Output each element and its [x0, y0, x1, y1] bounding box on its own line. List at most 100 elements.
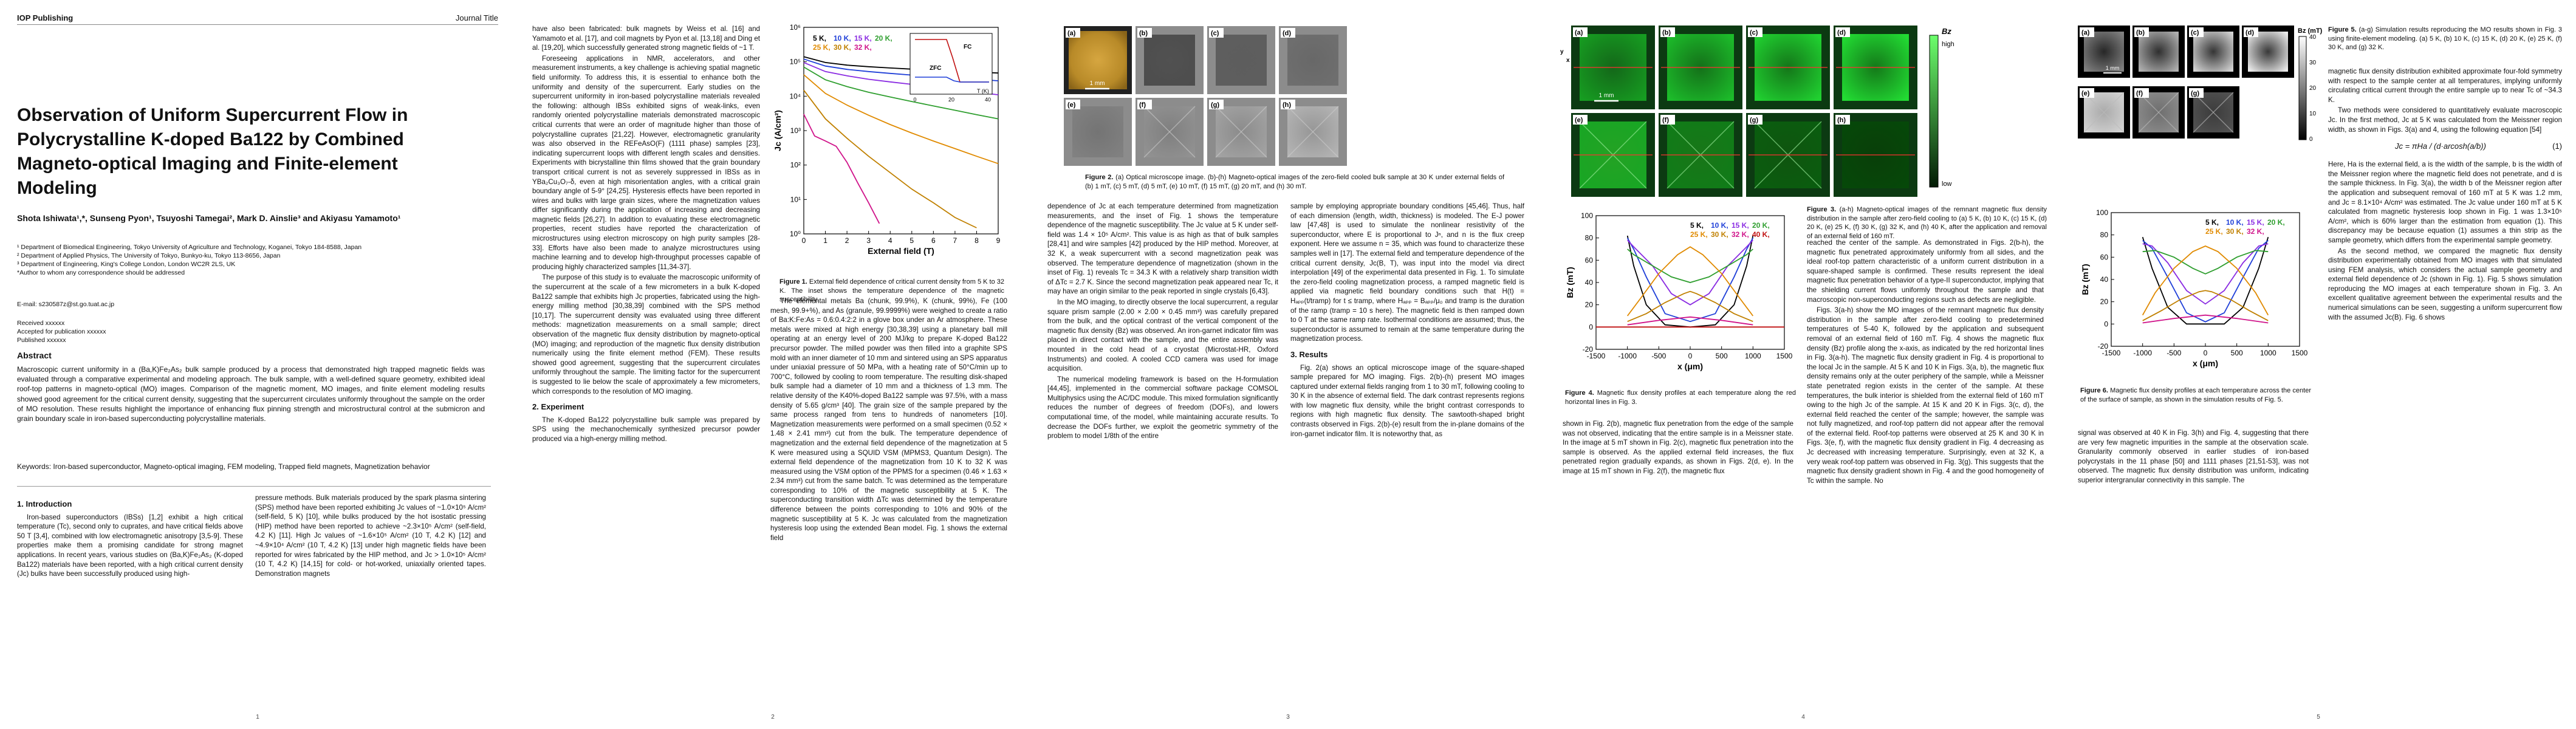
- panel-b: (b): [1659, 26, 1742, 109]
- figure-6-caption: Figure 6. Magnetic flux density profiles…: [2080, 386, 2311, 404]
- panel-label: (a): [1575, 29, 1583, 36]
- legend-entry: 30 K,: [1711, 230, 1728, 239]
- panel-g: (g): [1746, 113, 1830, 197]
- x-tick-label: 1000: [2260, 349, 2276, 357]
- panel-label-bg: [2134, 88, 2149, 98]
- panel-label-bg: [1209, 100, 1224, 109]
- figure-1-caption: Figure 1. External field dependence of c…: [779, 278, 1004, 304]
- abstract-heading: Abstract: [17, 351, 52, 360]
- panel-label: (c): [2191, 29, 2199, 36]
- paragraph: Two methods were considered to quantitat…: [2328, 106, 2562, 134]
- page-1: IOP Publishing Journal Title Observation…: [0, 0, 515, 729]
- email[interactable]: E-mail: s230587z@st.go.tuat.ac.jp: [17, 301, 115, 308]
- inset-tick-label: 20: [948, 97, 954, 103]
- legend-entry: 5 K,: [2205, 218, 2219, 227]
- series-line-25K: [803, 74, 999, 165]
- panel-label: (h): [1837, 117, 1846, 124]
- figure-3: (a) (b) (c) (d) (e) (f) (g) (h) y x 1 mm Bz high low: [1558, 23, 2050, 205]
- y-tick-label: 10³: [790, 126, 801, 135]
- x-tick-label: 6: [931, 236, 936, 245]
- series-line-32K: [803, 114, 880, 224]
- series-line-25K: [2142, 245, 2269, 316]
- legend-entry: 15 K,: [854, 34, 872, 43]
- inset-label-fc: FC: [964, 44, 971, 50]
- x-tick-label: 500: [2231, 349, 2243, 357]
- panel-h: (h): [1279, 98, 1347, 166]
- paper-title: Observation of Uniform Supercurrent Flow…: [17, 105, 408, 198]
- series-line-20K: [1627, 248, 1753, 283]
- panel-a: (a): [1571, 26, 1655, 109]
- series-line-30K: [2142, 290, 2269, 321]
- x-tick-label: 4: [888, 236, 892, 245]
- colorbar-high: high: [1942, 41, 1954, 48]
- panel-label: (f): [2136, 90, 2143, 97]
- section-heading: 2. Experiment: [532, 402, 584, 412]
- inset-frame: [909, 33, 993, 95]
- rooftop-diagonal: [2138, 92, 2179, 133]
- publisher: IOP Publishing: [17, 13, 74, 22]
- x-tick-label: -1500: [2102, 349, 2121, 357]
- paragraph: reached the center of the sample. As dem…: [1807, 239, 2044, 304]
- legend-entry: 10 K,: [2226, 218, 2244, 227]
- panel-d: (d): [1834, 26, 1917, 109]
- panel-b: (b): [1136, 26, 1204, 94]
- panel-label: (g): [1211, 101, 1219, 109]
- panel-label-bg: [2134, 27, 2149, 37]
- panel-label-bg: [1573, 115, 1588, 125]
- legend-entry: 10 K,: [834, 34, 851, 43]
- paragraph: Foreseeing applications in NMR, accelera…: [532, 54, 760, 271]
- y-tick-label: 100: [2096, 208, 2108, 217]
- legend-entry: 25 K,: [813, 43, 831, 52]
- y-tick-label: 0: [2104, 320, 2108, 328]
- x-tick-label: 0: [802, 236, 806, 245]
- panel-label-bg: [2080, 27, 2094, 37]
- column-left: have also been fabricated: bulk magnets …: [532, 24, 760, 445]
- figure-2-caption: Figure 2. (a) Optical microscope image. …: [1085, 173, 1504, 191]
- figure-1-inset: FC ZFC 0 20 40 T (K): [909, 33, 993, 103]
- x-tick-label: 5: [909, 236, 914, 245]
- panel-label: (d): [1837, 29, 1846, 36]
- x-tick-label: -1000: [2133, 349, 2152, 357]
- panel-label-bg: [1281, 100, 1295, 109]
- caption-label: Figure 3.: [1807, 206, 1837, 213]
- caption-label: Figure 2.: [1085, 174, 1114, 181]
- panel-image: [1072, 106, 1123, 157]
- series-line-25K: [1626, 246, 1754, 317]
- affiliation: ¹ Department of Biomedical Engineering, …: [17, 244, 362, 251]
- panel-image: [1287, 35, 1338, 86]
- panel-label-bg: [2189, 88, 2204, 98]
- date-published: Published xxxxxx: [17, 337, 66, 344]
- y-tick-label: 10¹: [790, 195, 801, 204]
- rooftop-diagonal: [2083, 92, 2125, 133]
- series-line-10K: [1626, 238, 1754, 323]
- panel-image: [1144, 35, 1195, 86]
- figure-3-caption: Figure 3. (a-h) Magneto-optical images o…: [1807, 205, 2047, 241]
- paragraph: The purpose of this study is to evaluate…: [532, 273, 760, 395]
- series-line-20K: [2142, 250, 2269, 275]
- caption-text: (a) Optical microscope image. (b)-(h) Ma…: [1085, 174, 1504, 190]
- y-tick-label: 10⁰: [790, 230, 801, 238]
- panel-b: (b): [2132, 26, 2185, 78]
- panel-label: (c): [1211, 30, 1219, 37]
- page-5: (a) (b) (c) (d) (e) (f) (g) 1 mm Bz (mT) 40 30 20 10…: [2061, 0, 2576, 729]
- panel-label-bg: [1835, 27, 1850, 37]
- inset-fc-curve: [915, 77, 989, 83]
- scale-bar-label: 1 mm: [1599, 92, 1614, 99]
- legend-entry: 15 K,: [2247, 218, 2264, 227]
- panel-label-bg: [1137, 28, 1152, 38]
- panel-e: (e): [1064, 98, 1132, 166]
- inset-tick-label: 0: [913, 97, 916, 103]
- series-line-15K: [1627, 239, 1753, 306]
- caption-text: (a-h) Magneto-optical images of the remn…: [1807, 206, 2047, 240]
- x-tick-label: 500: [1716, 352, 1728, 360]
- colorbar-tick-label: 30: [2309, 60, 2317, 66]
- panel-a: (a): [1064, 26, 1132, 94]
- caption-text: Magnetic flux density profiles at each t…: [2080, 387, 2311, 403]
- y-tick-label: 10²: [790, 161, 801, 169]
- x-tick-label: 8: [975, 236, 979, 245]
- series-line-10K: [2142, 240, 2269, 323]
- panel-label: (c): [1750, 29, 1758, 36]
- panel-label-bg: [1748, 27, 1762, 37]
- y-tick-label: 10⁵: [790, 58, 801, 66]
- legend-entry: 5 K,: [813, 34, 826, 43]
